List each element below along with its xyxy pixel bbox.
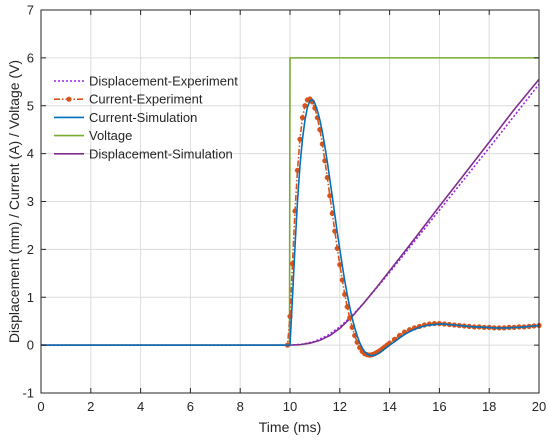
x-tick-label: 0 [37,399,44,414]
y-axis-label: Displacement (mm) / Current (A) / Voltag… [6,60,22,343]
x-tick-label: 4 [137,399,144,414]
legend-label: Voltage [89,128,132,143]
legend-label: Current-Simulation [89,110,197,125]
legend-marker [66,96,72,102]
legend-label: Displacement-Experiment [89,74,238,89]
x-axis-label: Time (ms) [259,419,321,435]
x-tick-label: 6 [187,399,194,414]
x-tick-label: 8 [237,399,244,414]
x-tick-label: 10 [283,399,297,414]
series-line-displacement-simulation [41,78,540,346]
legend: Displacement-Experiment Current-Experimen… [54,74,238,161]
x-tick-label: 2 [87,399,94,414]
x-tick-label: 12 [333,399,347,414]
legend-label: Displacement-Simulation [89,146,233,161]
legend-item-displacement-simulation: Displacement-Simulation [54,146,233,161]
x-tick-label: 16 [432,399,446,414]
data-point [299,115,306,121]
y-tick-label: 6 [27,50,34,65]
legend-item-current-experiment: Current-Experiment [54,92,203,107]
series-layer [41,57,542,358]
legend-label: Current-Experiment [89,92,203,107]
series-line-current-simulation [41,98,540,357]
y-tick-label: 0 [27,338,34,353]
y-tick-label: 5 [27,98,34,113]
x-tick-label: 18 [482,399,496,414]
series-displacement-simulation [41,78,540,346]
y-tick-label: -1 [22,386,34,401]
y-tick-label: 1 [27,290,34,305]
y-tick-label: 4 [27,146,34,161]
y-tick-label: 7 [27,3,34,18]
x-tick-label: 14 [382,399,396,414]
x-tick-label: 20 [532,399,546,414]
legend-item-displacement-experiment: Displacement-Experiment [54,74,238,89]
legend-item-current-simulation: Current-Simulation [54,110,197,125]
series-current-simulation [41,98,540,357]
y-tick-label: 3 [27,194,34,209]
y-tick-label: 2 [27,242,34,257]
legend-item-voltage: Voltage [54,128,132,143]
